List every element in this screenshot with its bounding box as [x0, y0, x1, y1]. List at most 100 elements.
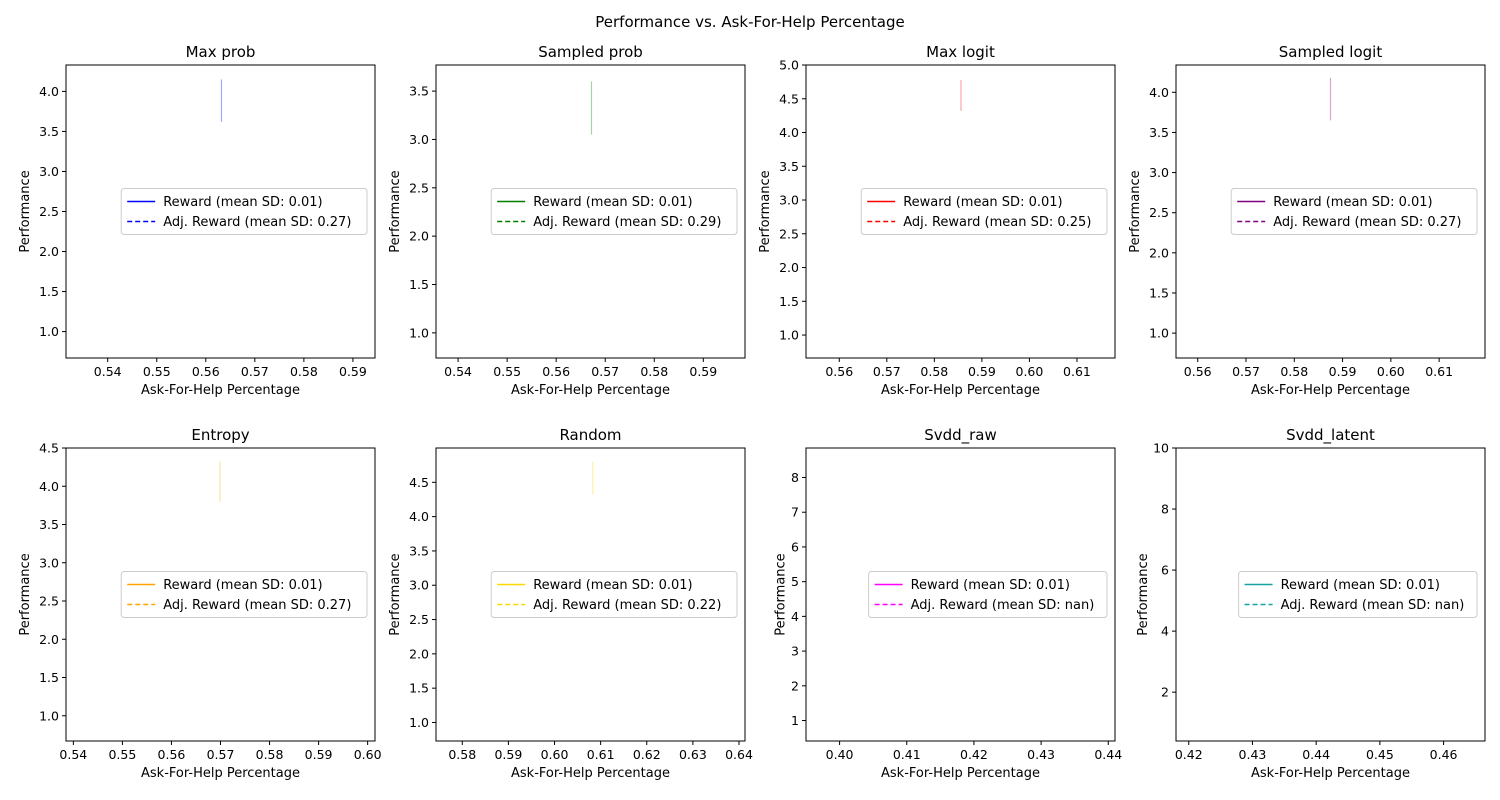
legend: Reward (mean SD: 0.01) Adj. Reward (mean … [490, 188, 738, 235]
y-tick-label: 3.0 [1149, 165, 1169, 180]
axes-frame [1175, 64, 1486, 359]
y-tick-label: 6 [1161, 563, 1169, 578]
legend-box [860, 188, 1108, 235]
x-tick-label: 0.61 [1063, 364, 1091, 379]
x-tick-label: 0.61 [587, 747, 615, 762]
y-tick-label: 4.0 [409, 509, 429, 524]
subplot-4: Entropy 0.54 0.55 0.56 0.57 0.58 0.59 0.60 1.0 1.… [18, 426, 381, 781]
subplot-title: Random [559, 426, 621, 444]
x-axis-label: Ask-For-Help Percentage [141, 383, 300, 398]
y-tick-label: 4 [791, 609, 799, 624]
subplot-title: Sampled logit [1279, 43, 1383, 61]
axes-frame [805, 447, 1116, 742]
y-tick-label: 3.0 [779, 193, 799, 208]
legend-box [1238, 571, 1478, 618]
x-axis-label: Ask-For-Help Percentage [881, 383, 1040, 398]
y-tick-label: 3.0 [39, 164, 59, 179]
subplot-0: Max prob 0.54 0.55 0.56 0.57 0.58 0.59 1.0 1.5 2.… [18, 43, 376, 398]
x-tick-label: 0.41 [893, 747, 921, 762]
y-tick-label: 1.0 [39, 324, 59, 339]
y-tick-label: 1.0 [409, 325, 429, 340]
y-axis-label: Performance [388, 553, 403, 635]
axes-frame [65, 447, 376, 742]
x-tick-label: 0.56 [192, 364, 220, 379]
y-tick-label: 2.0 [779, 260, 799, 275]
x-tick-label: 0.55 [493, 364, 521, 379]
x-tick-label: 0.54 [444, 364, 472, 379]
y-axis-label: Performance [773, 553, 788, 635]
x-tick-label: 0.58 [256, 747, 284, 762]
legend-box [120, 571, 368, 618]
x-tick-label: 0.54 [94, 364, 122, 379]
x-tick-label: 0.59 [339, 364, 367, 379]
y-tick-label: 4.0 [1149, 85, 1169, 100]
y-tick-label: 5.0 [779, 58, 799, 73]
x-tick-label: 0.57 [207, 747, 235, 762]
y-tick-label: 3.0 [39, 555, 59, 570]
subplot-title: Svdd_latent [1286, 426, 1375, 445]
y-tick-label: 4.0 [39, 84, 59, 99]
legend: Reward (mean SD: 0.01) Adj. Reward (mean … [860, 188, 1108, 235]
y-tick-label: 3.0 [409, 578, 429, 593]
x-tick-label: 0.59 [305, 747, 333, 762]
subplot-grid: Max prob 0.54 0.55 0.56 0.57 0.58 0.59 1.0 1.5 2.… [18, 43, 1486, 781]
x-axis-label: Ask-For-Help Percentage [1251, 383, 1410, 398]
y-tick-label: 4.5 [779, 91, 799, 106]
y-tick-label: 2.0 [39, 244, 59, 259]
legend-label: Reward (mean SD: 0.01) [533, 578, 692, 593]
y-tick-label: 1 [791, 713, 799, 728]
subplot-title: Max prob [186, 43, 256, 61]
axes-frame [805, 64, 1116, 359]
y-tick-label: 3.5 [409, 84, 429, 99]
subplot-title: Entropy [191, 426, 249, 444]
y-tick-label: 1.5 [779, 294, 799, 309]
x-tick-label: 0.43 [1027, 747, 1055, 762]
legend-label: Adj. Reward (mean SD: 0.22) [533, 598, 721, 613]
y-tick-label: 4 [1161, 624, 1169, 639]
subplot-title: Max logit [926, 43, 995, 61]
axes-frame [65, 64, 376, 359]
legend: Reward (mean SD: 0.01) Adj. Reward (mean … [1238, 571, 1478, 618]
subplot-1: Sampled prob 0.54 0.55 0.56 0.57 0.58 0.59 1.0 1… [388, 43, 746, 398]
legend-label: Adj. Reward (mean SD: 0.29) [533, 215, 721, 230]
legend-label: Adj. Reward (mean SD: nan) [911, 598, 1095, 613]
subplot-7: Svdd_latent 0.42 0.43 0.44 0.45 0.46 2 4 6 8 10 Ask… [1136, 426, 1486, 781]
y-tick-label: 4.5 [409, 475, 429, 490]
x-tick-label: 0.59 [1329, 364, 1357, 379]
y-tick-label: 2.5 [409, 612, 429, 627]
y-axis-label: Performance [758, 170, 773, 252]
y-axis-label: Performance [388, 170, 403, 252]
x-tick-label: 0.43 [1239, 747, 1267, 762]
x-tick-label: 0.58 [1280, 364, 1308, 379]
legend-label: Adj. Reward (mean SD: 0.27) [163, 215, 351, 230]
legend: Reward (mean SD: 0.01) Adj. Reward (mean … [490, 571, 738, 618]
legend-box [490, 571, 738, 618]
x-tick-label: 0.57 [1232, 364, 1260, 379]
x-tick-label: 0.56 [542, 364, 570, 379]
y-tick-label: 6 [791, 539, 799, 554]
legend-label: Reward (mean SD: 0.01) [911, 578, 1070, 593]
x-tick-label: 0.45 [1366, 747, 1394, 762]
axes-frame [435, 447, 746, 742]
x-tick-label: 0.44 [1094, 747, 1122, 762]
x-tick-label: 0.61 [1425, 364, 1453, 379]
y-tick-label: 2.0 [409, 229, 429, 244]
y-tick-label: 8 [791, 470, 799, 485]
y-tick-label: 2.0 [409, 646, 429, 661]
x-tick-label: 0.55 [143, 364, 171, 379]
y-axis-label: Performance [1136, 553, 1151, 635]
x-tick-label: 0.58 [920, 364, 948, 379]
legend: Reward (mean SD: 0.01) Adj. Reward (mean … [120, 188, 368, 235]
axes-frame [435, 64, 746, 359]
x-tick-label: 0.57 [591, 364, 619, 379]
subplot-2: Max logit 0.56 0.57 0.58 0.59 0.60 0.61 1.0 1.5 2… [758, 43, 1116, 398]
y-tick-label: 2.5 [39, 594, 59, 609]
subplot-3: Sampled logit 0.56 0.57 0.58 0.59 0.60 0.61 1.0… [1128, 43, 1486, 398]
x-tick-label: 0.56 [825, 364, 853, 379]
x-tick-label: 0.44 [1302, 747, 1330, 762]
x-axis-label: Ask-For-Help Percentage [1251, 766, 1410, 781]
figure-suptitle: Performance vs. Ask-For-Help Percentage [595, 13, 904, 31]
y-tick-label: 3.5 [39, 124, 59, 139]
x-tick-label: 0.62 [633, 747, 661, 762]
